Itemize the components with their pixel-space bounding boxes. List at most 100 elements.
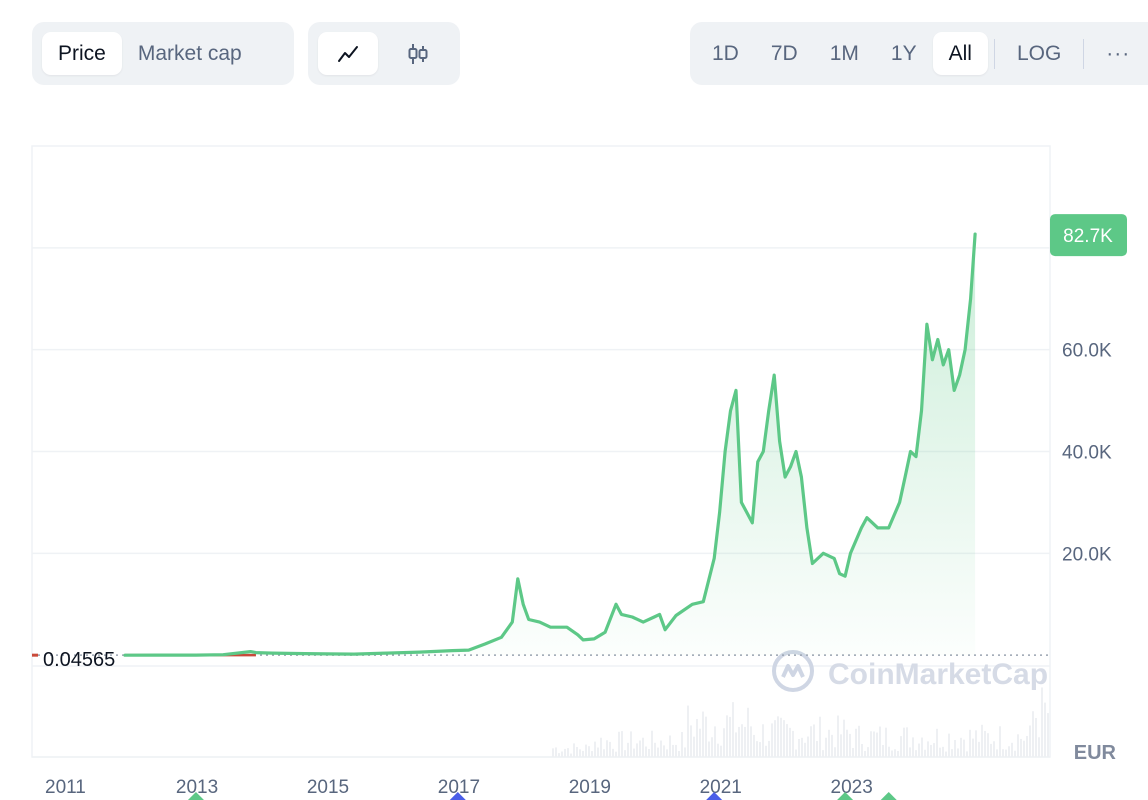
x-tick-label: 2017 (438, 777, 480, 798)
volume-bar (657, 747, 659, 757)
volume-bar (750, 726, 752, 757)
range-divider (1083, 38, 1085, 69)
range-toggle: 1D 7D 1M 1Y All LOG ··· (690, 22, 1148, 85)
volume-bar (939, 747, 941, 757)
volume-bar (672, 744, 674, 757)
volume-bar (969, 729, 971, 757)
range-7d[interactable]: 7D (770, 41, 798, 65)
volume-bar (990, 743, 992, 757)
volume-bar (1032, 711, 1034, 757)
volume-bar (621, 731, 623, 757)
volume-bar (906, 727, 908, 757)
volume-bar (693, 736, 695, 757)
volume-bar (870, 731, 872, 757)
range-1m[interactable]: 1M (829, 41, 859, 65)
price-tab[interactable]: Price (42, 32, 122, 75)
volume-bar (957, 748, 959, 757)
volume-bar (843, 719, 845, 757)
volume-bar (636, 743, 638, 757)
volume-bar (555, 747, 557, 757)
volume-bar (594, 741, 596, 757)
volume-bar (924, 749, 926, 757)
candlestick-button[interactable] (388, 32, 448, 75)
volume-bar (840, 734, 842, 757)
x-tick-label: 2011 (45, 777, 86, 798)
volume-bar (855, 728, 857, 757)
line-chart-icon (338, 45, 358, 62)
volume-bar (771, 723, 773, 757)
volume-bar (987, 733, 989, 757)
volume-bar (786, 724, 788, 757)
volume-bar (1002, 749, 1004, 757)
volume-bar (768, 740, 770, 757)
volume-bar (1020, 738, 1022, 757)
volume-bar (807, 736, 809, 757)
volume-bar (645, 746, 647, 757)
volume-bar (837, 715, 839, 757)
volume-bar (582, 750, 584, 757)
volume-bar (618, 731, 620, 757)
volume-bar (876, 732, 878, 757)
volume-bar (747, 707, 749, 757)
volume-bar (588, 746, 590, 757)
volume-bar (789, 727, 791, 757)
volume-bar (579, 749, 581, 757)
volume-bar (960, 737, 962, 757)
volume-bar (981, 724, 983, 757)
volume-bar (681, 732, 683, 757)
volume-bar (552, 748, 554, 757)
volume-bar (642, 737, 644, 757)
volume-bar (891, 750, 893, 757)
volume-bar (567, 748, 569, 757)
volume-bar (1038, 737, 1040, 757)
volume-bar (627, 742, 629, 757)
market-cap-tab[interactable]: Market cap (137, 41, 242, 65)
y-tick-label: 40.0K (1062, 443, 1112, 464)
volume-bar (972, 738, 974, 757)
range-all[interactable]: All (932, 32, 988, 75)
range-1d[interactable]: 1D (712, 41, 739, 65)
line-chart-button[interactable] (318, 32, 378, 75)
log-scale-button[interactable]: LOG (1016, 41, 1062, 65)
candlestick-icon (408, 43, 428, 64)
volume-bar (978, 741, 980, 757)
volume-bar (816, 741, 818, 757)
volume-bar (585, 744, 587, 757)
price-line (123, 232, 977, 657)
metric-toggle: Price Market cap (32, 22, 294, 85)
range-1y[interactable]: 1Y (890, 41, 917, 65)
volume-bar (756, 741, 758, 757)
volume-bar (570, 753, 572, 757)
event-marker-icon (449, 792, 466, 800)
volume-bar (687, 705, 689, 757)
more-options-button[interactable]: ··· (1106, 41, 1131, 65)
volume-bar (1035, 718, 1037, 757)
volume-bar (885, 727, 887, 757)
volume-bar (828, 729, 830, 757)
volume-bar (930, 744, 932, 757)
volume-bar (732, 702, 734, 757)
volume-bar (777, 716, 779, 757)
volume-bar (678, 751, 680, 757)
coinmarketcap-logo-icon (772, 650, 814, 692)
volume-bar (909, 747, 911, 757)
volume-bar (717, 743, 719, 757)
volume-bar (993, 741, 995, 757)
x-tick-label: 2023 (831, 777, 873, 798)
volume-bar (954, 739, 956, 757)
volume-bar (861, 743, 863, 757)
volume-bar (705, 716, 707, 757)
volume-bar (858, 725, 860, 757)
volume-bar (744, 726, 746, 757)
volume-bar (615, 751, 617, 757)
volume-bar (966, 751, 968, 757)
volume-bar (897, 750, 899, 757)
volume-bar (1026, 736, 1028, 757)
volume-bar (723, 728, 725, 757)
volume-bar (774, 720, 776, 757)
volume-bar (675, 744, 677, 757)
volume-bar (726, 715, 728, 757)
volume-bar (603, 749, 605, 757)
volume-bar (882, 744, 884, 757)
volume-bar (951, 749, 953, 757)
